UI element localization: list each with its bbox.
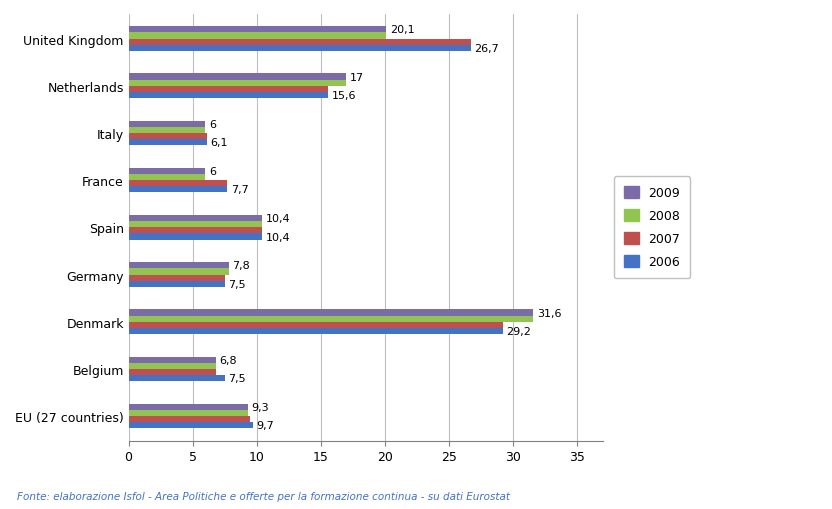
Bar	[129, 369, 215, 375]
Legend: 2009, 2008, 2007, 2006: 2009, 2008, 2007, 2006	[614, 177, 691, 279]
Bar	[129, 27, 386, 34]
Text: 31,6: 31,6	[537, 308, 562, 318]
Text: 7,5: 7,5	[229, 279, 246, 289]
Text: 9,3: 9,3	[251, 402, 270, 412]
Text: 7,8: 7,8	[232, 261, 250, 271]
Text: 6: 6	[210, 166, 216, 177]
Bar	[129, 175, 206, 181]
Text: 20,1: 20,1	[390, 25, 414, 35]
Text: 26,7: 26,7	[474, 44, 499, 53]
Text: 29,2: 29,2	[507, 326, 532, 336]
Bar	[129, 80, 346, 87]
Text: 6,1: 6,1	[210, 138, 228, 148]
Text: 17: 17	[350, 72, 364, 82]
Bar	[129, 34, 386, 40]
Bar	[129, 275, 225, 281]
Bar	[129, 328, 503, 334]
Text: 10,4: 10,4	[265, 214, 290, 223]
Bar	[129, 263, 229, 269]
Bar	[129, 181, 227, 187]
Bar	[129, 375, 225, 381]
Bar	[129, 310, 533, 316]
Text: Fonte: elaborazione Isfol - Area Politiche e offerte per la formazione continua : Fonte: elaborazione Isfol - Area Politic…	[17, 491, 510, 501]
Text: 7,5: 7,5	[229, 374, 246, 383]
Bar	[129, 363, 215, 369]
Bar	[129, 404, 248, 410]
Bar	[129, 410, 248, 416]
Bar	[129, 316, 533, 322]
Bar	[129, 422, 253, 429]
Text: 6: 6	[210, 120, 216, 129]
Bar	[129, 234, 262, 240]
Bar	[129, 216, 262, 222]
Bar	[129, 269, 229, 275]
Bar	[129, 168, 206, 175]
Bar	[129, 187, 227, 193]
Text: 9,7: 9,7	[257, 420, 275, 431]
Text: 7,7: 7,7	[231, 185, 249, 195]
Bar	[129, 140, 207, 146]
Bar	[129, 416, 250, 422]
Text: 15,6: 15,6	[332, 91, 357, 101]
Bar	[129, 93, 329, 99]
Bar	[129, 74, 346, 80]
Bar	[129, 46, 471, 52]
Text: 6,8: 6,8	[220, 355, 237, 365]
Bar	[129, 281, 225, 287]
Bar	[129, 222, 262, 228]
Bar	[129, 357, 215, 363]
Bar	[129, 322, 503, 328]
Bar	[129, 122, 206, 128]
Bar	[129, 128, 206, 134]
Bar	[129, 228, 262, 234]
Text: 10,4: 10,4	[265, 232, 290, 242]
Bar	[129, 134, 207, 140]
Bar	[129, 87, 329, 93]
Bar	[129, 40, 471, 46]
